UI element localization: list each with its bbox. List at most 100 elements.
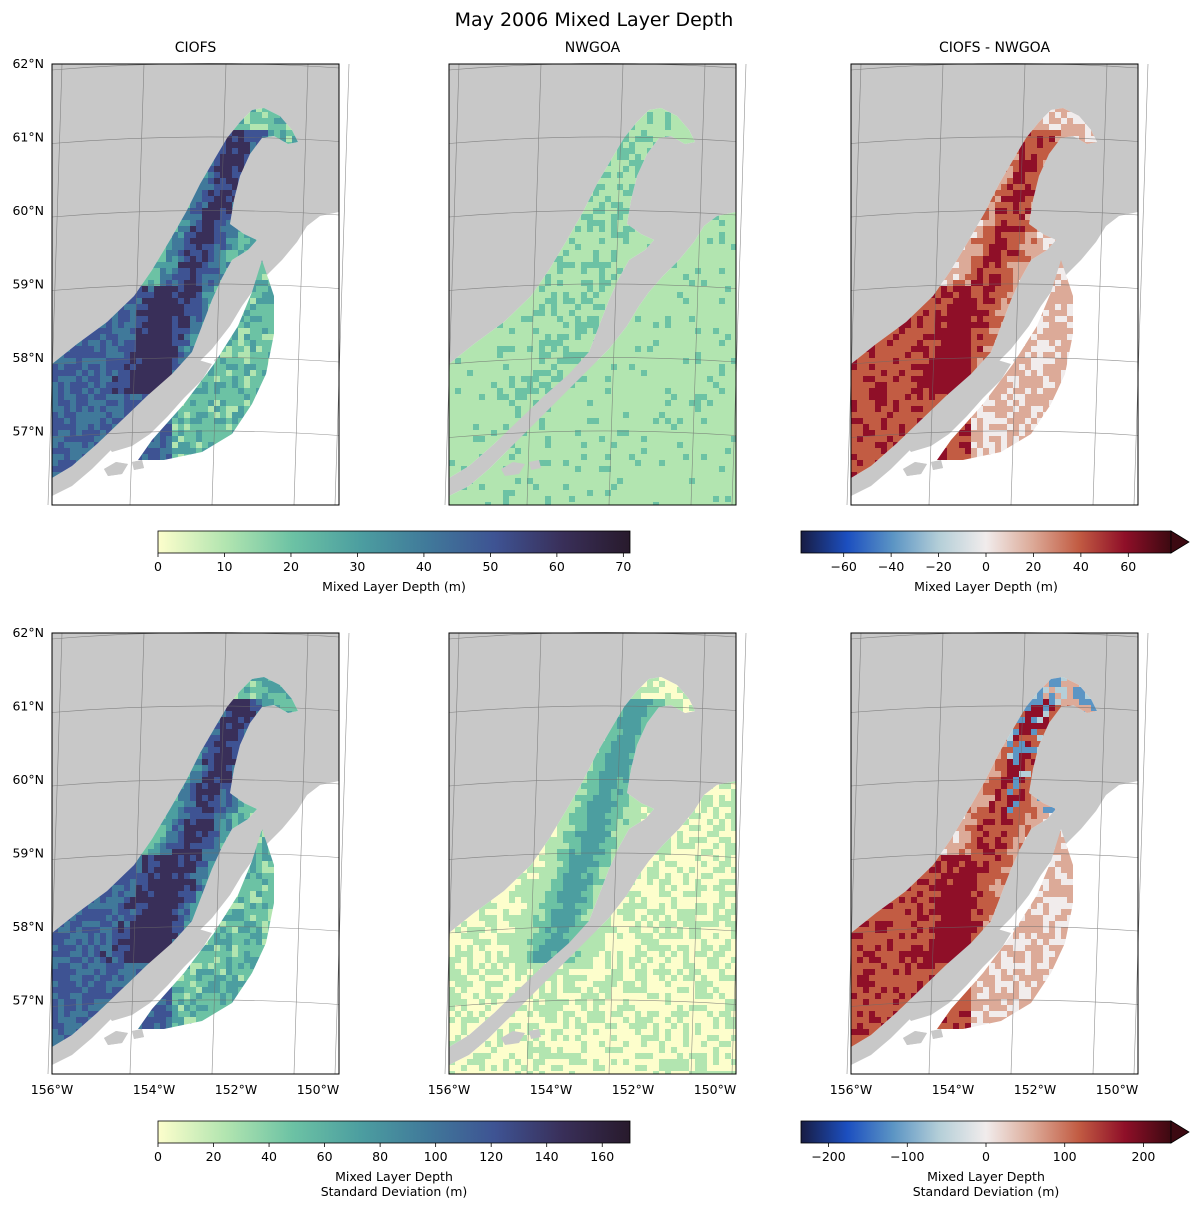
panel-frame: [850, 63, 1139, 506]
lat-gridline: [850, 210, 1139, 218]
colorbar-tick-label: 120: [479, 1149, 503, 1164]
lat-gridline: [448, 926, 737, 934]
lat-tick-label: 57°N: [12, 424, 44, 439]
lon-gridline: [846, 63, 862, 506]
column-title: NWGOA: [565, 40, 621, 56]
lat-gridline: [448, 136, 737, 144]
lon-gridline: [334, 63, 350, 506]
panel-mean-ciofs: CIOFS 62°N 61°N 60°N 59°N 58°N 57°N: [12, 40, 350, 506]
lon-gridline: [1133, 63, 1149, 506]
lat-tick-label: 58°N: [12, 350, 44, 365]
lat-gridline: [448, 210, 737, 218]
colorbar-tick-label: 40: [416, 559, 432, 574]
colorbar-tick-label: 80: [372, 1149, 388, 1164]
lat-gridline: [850, 430, 1139, 438]
colorbar-label: Mixed Layer Depth: [335, 1169, 453, 1184]
colorbar-tick-label: 20: [206, 1149, 222, 1164]
column-title: CIOFS: [175, 40, 217, 56]
lon-gridline: [1133, 632, 1149, 1075]
lon-gridline: [928, 63, 944, 506]
lon-tick-label: 150°W: [1096, 1082, 1138, 1097]
lat-tick-label: 58°N: [12, 919, 44, 934]
colorbar-std_seq: 0 20 40 60 80 100 120 140 160 Mixed Layer DepthSt…: [154, 1120, 631, 1199]
colorbar-tick-label: 100: [424, 1149, 448, 1164]
lat-gridline: [448, 283, 737, 291]
colorbar-tick-label: 20: [1025, 559, 1041, 574]
lat-tick-label: 61°N: [12, 130, 44, 145]
colorbar-std_div: −200 −100 0 100 200 Mixed Layer DepthStandard…: [800, 1120, 1190, 1199]
lon-gridline: [690, 632, 706, 1075]
lon-tick-label: 156°W: [428, 1082, 470, 1097]
figure-title: May 2006 Mixed Layer Depth: [455, 9, 734, 31]
lon-gridline: [444, 63, 460, 506]
lon-gridline: [608, 63, 624, 506]
lon-gridline: [334, 632, 350, 1075]
lon-tick-label: 154°W: [932, 1082, 974, 1097]
graticule: [444, 63, 747, 506]
colorbar-tick-label: 0: [982, 1149, 990, 1164]
lat-gridline: [51, 136, 340, 144]
colorbar-tick-label: 60: [317, 1149, 333, 1164]
lat-tick-label: 59°N: [12, 846, 44, 861]
lat-gridline: [448, 430, 737, 438]
colorbar-tick-label: 30: [349, 559, 365, 574]
colorbar-ramp: [157, 530, 631, 554]
lon-tick-label: 152°W: [1014, 1082, 1056, 1097]
lat-tick-label: 60°N: [12, 203, 44, 218]
lat-gridline: [51, 705, 340, 713]
colorbar-tick-label: −200: [811, 1149, 845, 1164]
graticule: [846, 632, 1149, 1075]
panel-std-nwgoa: 156°W 154°W 152°W 150°W: [428, 632, 747, 1097]
colorbar-tick-label: −20: [925, 559, 951, 574]
colorbar-tick-label: 20: [283, 559, 299, 574]
graticule: [47, 63, 350, 506]
lon-gridline: [129, 63, 145, 506]
lon-gridline: [444, 632, 460, 1075]
lon-gridline: [293, 63, 309, 506]
lat-gridline: [448, 357, 737, 365]
panel-mean-nwgoa: NWGOA: [444, 40, 747, 506]
lon-gridline: [47, 63, 63, 506]
lon-tick-label: 156°W: [830, 1082, 872, 1097]
lon-gridline: [1092, 632, 1108, 1075]
lon-tick-label: 154°W: [530, 1082, 572, 1097]
lon-gridline: [608, 632, 624, 1075]
lat-gridline: [850, 852, 1139, 860]
lat-gridline: [850, 705, 1139, 713]
lat-gridline: [850, 999, 1139, 1007]
lat-gridline: [850, 136, 1139, 144]
lon-gridline: [47, 632, 63, 1075]
colorbar-label: Standard Deviation (m): [321, 1184, 468, 1199]
lat-gridline: [51, 779, 340, 787]
lon-tick-label: 154°W: [133, 1082, 175, 1097]
lat-gridline: [448, 705, 737, 713]
lat-gridline: [448, 852, 737, 860]
colorbar-tick-label: 160: [590, 1149, 614, 1164]
lat-gridline: [448, 779, 737, 787]
panel-frame: [51, 63, 340, 506]
graticule: [444, 632, 747, 1075]
lat-tick-label: 60°N: [12, 772, 44, 787]
lat-gridline: [51, 357, 340, 365]
colorbar-tick-label: 10: [217, 559, 233, 574]
lon-gridline: [690, 63, 706, 506]
colorbar-extend-arrow: [1170, 530, 1190, 554]
panel-frame: [51, 632, 340, 1075]
lat-gridline: [51, 852, 340, 860]
lon-gridline: [731, 63, 747, 506]
lon-gridline: [211, 632, 227, 1075]
lon-tick-label: 150°W: [297, 1082, 339, 1097]
panel-frame: [448, 63, 737, 506]
colorbar-ramp: [800, 1120, 1172, 1144]
lat-tick-label: 59°N: [12, 277, 44, 292]
graticule: [846, 63, 1149, 506]
lon-gridline: [846, 632, 862, 1075]
colorbar-tick-label: 50: [482, 559, 498, 574]
colorbar-tick-label: 40: [261, 1149, 277, 1164]
lat-gridline: [51, 926, 340, 934]
colorbar-extend-arrow: [1170, 1120, 1190, 1144]
colorbar-tick-label: 200: [1132, 1149, 1156, 1164]
lon-gridline: [731, 632, 747, 1075]
colorbar-tick-label: 0: [982, 559, 990, 574]
